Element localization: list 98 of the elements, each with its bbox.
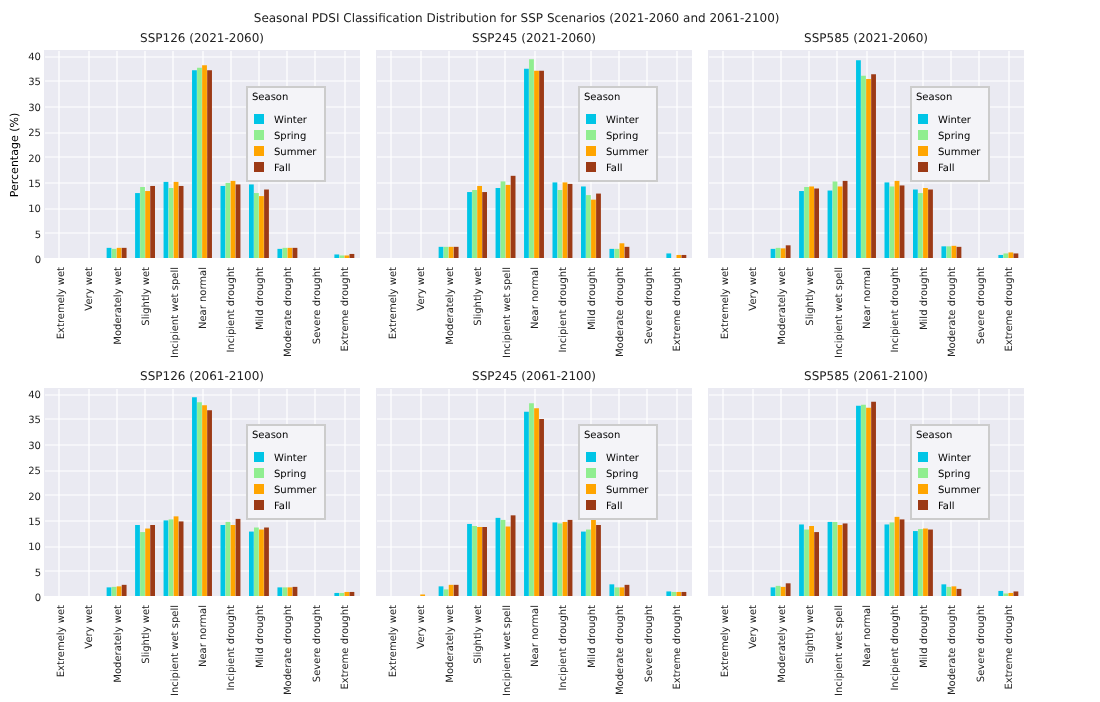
bar bbox=[135, 193, 140, 258]
bar bbox=[116, 586, 122, 596]
bar bbox=[482, 192, 488, 258]
bar bbox=[918, 193, 923, 258]
bar bbox=[259, 196, 264, 258]
bar bbox=[799, 524, 804, 596]
bar bbox=[448, 246, 454, 258]
bar bbox=[477, 527, 482, 596]
bar bbox=[529, 403, 534, 596]
bar bbox=[941, 584, 947, 596]
bar bbox=[941, 246, 947, 258]
bar bbox=[254, 193, 259, 258]
bar bbox=[1008, 252, 1014, 258]
bar bbox=[121, 247, 127, 258]
bar bbox=[534, 70, 539, 258]
bar bbox=[785, 583, 791, 596]
bar bbox=[946, 586, 952, 596]
bar bbox=[923, 528, 928, 596]
bar bbox=[116, 247, 122, 258]
bar bbox=[467, 192, 472, 258]
bar bbox=[248, 184, 254, 258]
bar bbox=[799, 191, 804, 258]
bar bbox=[121, 584, 127, 596]
bar bbox=[946, 246, 952, 258]
bar bbox=[197, 67, 202, 258]
bar bbox=[809, 186, 814, 258]
bar bbox=[202, 65, 207, 258]
bar bbox=[264, 189, 269, 258]
bar bbox=[596, 524, 601, 596]
bar bbox=[809, 525, 814, 596]
bar bbox=[856, 405, 861, 596]
bar bbox=[586, 529, 591, 596]
bar bbox=[202, 405, 207, 596]
bar bbox=[609, 248, 615, 258]
bar bbox=[804, 186, 809, 258]
bar bbox=[861, 404, 866, 596]
bar bbox=[192, 397, 197, 596]
bar bbox=[282, 247, 288, 258]
bar bbox=[472, 190, 477, 258]
bar bbox=[912, 531, 918, 596]
bar bbox=[814, 532, 820, 596]
bar bbox=[856, 60, 861, 258]
bar bbox=[140, 186, 145, 258]
bar bbox=[780, 248, 786, 258]
bar bbox=[923, 187, 928, 258]
bar bbox=[871, 401, 876, 596]
bar bbox=[866, 78, 871, 258]
bar bbox=[277, 587, 283, 596]
bar bbox=[912, 189, 918, 258]
bar bbox=[467, 523, 472, 596]
bar bbox=[248, 531, 254, 596]
bar bbox=[591, 199, 596, 258]
bar bbox=[928, 529, 933, 596]
bar bbox=[580, 531, 586, 596]
bar bbox=[277, 248, 283, 258]
bar bbox=[145, 528, 150, 596]
bar bbox=[453, 246, 459, 258]
bar bbox=[254, 527, 259, 596]
bar bbox=[804, 529, 809, 596]
bar bbox=[264, 527, 269, 596]
bar bbox=[135, 524, 140, 596]
bar bbox=[918, 529, 923, 596]
bar bbox=[928, 189, 933, 258]
bar bbox=[472, 525, 477, 596]
bar bbox=[150, 524, 156, 596]
bar bbox=[861, 75, 866, 258]
bar bbox=[785, 245, 791, 258]
bar bbox=[609, 584, 615, 596]
bar bbox=[524, 411, 529, 596]
bar bbox=[207, 70, 212, 258]
bar bbox=[282, 587, 288, 596]
bar bbox=[614, 248, 620, 258]
bar bbox=[207, 410, 212, 596]
bar bbox=[477, 185, 482, 258]
bar bbox=[145, 191, 150, 258]
bar bbox=[866, 407, 871, 596]
bar bbox=[529, 59, 534, 258]
bar bbox=[539, 70, 544, 258]
bar bbox=[150, 185, 156, 258]
bar bbox=[814, 188, 820, 258]
bar bbox=[998, 590, 1004, 596]
bar bbox=[780, 586, 786, 596]
bar bbox=[482, 527, 488, 596]
bar bbox=[140, 532, 145, 596]
bar bbox=[596, 193, 601, 258]
bar bbox=[539, 418, 544, 596]
bar bbox=[871, 74, 876, 258]
bar bbox=[580, 186, 586, 258]
bar bbox=[614, 587, 620, 596]
bar bbox=[586, 195, 591, 258]
bar bbox=[259, 529, 264, 596]
bar bbox=[591, 519, 596, 596]
bar bbox=[524, 68, 529, 258]
bar bbox=[534, 408, 539, 596]
bar bbox=[453, 584, 459, 596]
bar bbox=[197, 402, 202, 596]
bar bbox=[192, 70, 197, 258]
bar bbox=[448, 584, 454, 596]
